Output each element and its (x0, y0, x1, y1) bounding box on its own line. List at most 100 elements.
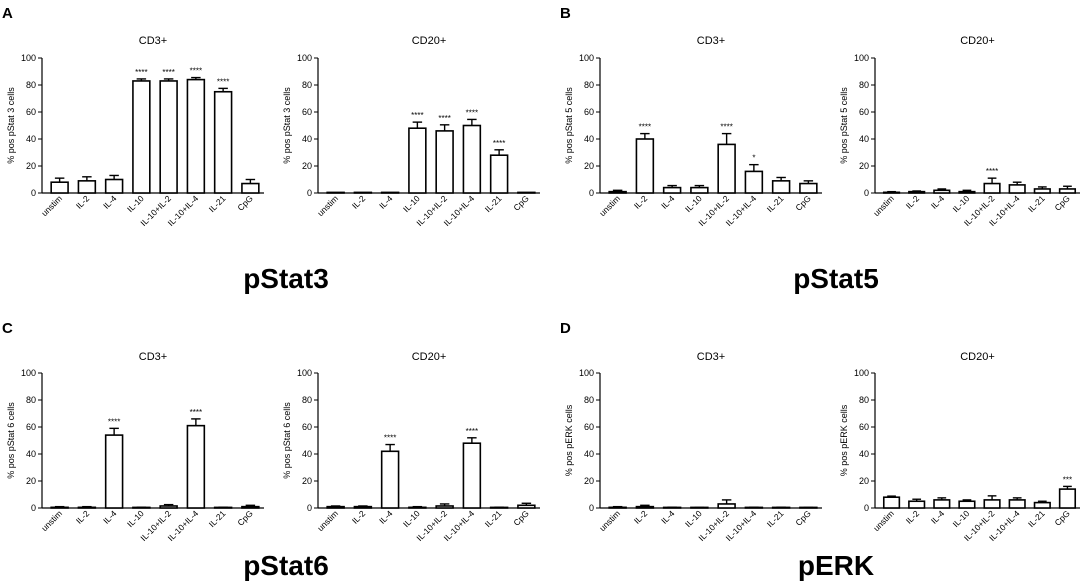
y-tick-label: 80 (302, 80, 312, 90)
significance-marker: **** (438, 114, 450, 123)
x-tick-label: unstim (39, 193, 64, 218)
x-tick-label: CpG (793, 508, 812, 527)
y-tick-label: 80 (302, 395, 312, 405)
y-tick-label: 100 (21, 53, 36, 63)
significance-marker: **** (639, 123, 651, 132)
y-axis-label: % pos pStat 5 cells (564, 87, 574, 164)
y-tick-label: 40 (859, 134, 869, 144)
y-tick-label: 0 (589, 188, 594, 198)
chart-d-cd20: 0 20 40 60 80 100 % pos pERK cells CD20+ unstim I… (839, 351, 1080, 543)
bar-il-10 (690, 186, 709, 194)
y-tick-label: 0 (307, 503, 312, 513)
x-tick-label: IL-21 (483, 508, 504, 529)
bar-il-10+il-2 (159, 505, 178, 509)
bar-cpg (517, 504, 536, 509)
x-tick-label: IL-2 (632, 508, 650, 526)
bar-unstim (50, 181, 69, 194)
y-tick-label: 60 (584, 422, 594, 432)
x-tick-label: IL-10 (951, 193, 972, 214)
bar-il-2 (353, 191, 373, 194)
bar-il-10 (408, 127, 427, 194)
y-tick-label: 60 (26, 422, 36, 432)
x-tick-label: IL-21 (1026, 508, 1047, 529)
chart-title: CD20+ (960, 35, 995, 47)
bar-unstim (326, 505, 345, 509)
x-tick-label: IL-4 (101, 508, 119, 526)
bar-il-21 (489, 154, 509, 194)
bar-unstim (608, 190, 627, 194)
bar-il-2 (77, 506, 97, 509)
bar-il-2 (635, 138, 655, 194)
significance-marker: **** (190, 408, 202, 417)
bar-il-10+il-2 (435, 130, 454, 194)
x-tick-label: IL-2 (632, 193, 650, 211)
bar-il-21 (771, 180, 791, 194)
bar-il-10+il-2 (983, 182, 1001, 194)
y-tick-label: 20 (584, 476, 594, 486)
y-tick-label: 100 (297, 53, 312, 63)
bar-unstim (608, 506, 627, 509)
x-tick-label: IL-21 (765, 193, 786, 214)
bar-il-4 (104, 178, 124, 194)
y-tick-label: 40 (26, 134, 36, 144)
bar-il-10 (408, 506, 427, 509)
panel-title-pstat5: pStat5 (793, 263, 879, 294)
bar-il-10+il-4 (1008, 184, 1026, 194)
x-tick-label: IL-4 (377, 508, 395, 526)
y-tick-label: 100 (579, 53, 594, 63)
y-axis-label: % pos pStat 6 cells (6, 402, 16, 479)
bar-il-10+il-2 (435, 505, 454, 509)
x-tick-label: IL-21 (483, 193, 504, 214)
panel-label-a: A (2, 5, 13, 22)
y-tick-label: 80 (859, 395, 869, 405)
y-axis-label: % pos pStat 6 cells (282, 402, 292, 479)
significance-marker: **** (986, 167, 998, 176)
x-tick-label: CpG (793, 193, 812, 212)
y-axis-label: % pos pERK cells (839, 404, 849, 476)
x-tick-label: IL-10 (683, 508, 704, 529)
y-tick-label: 20 (859, 161, 869, 171)
y-tick-label: 0 (864, 188, 869, 198)
chart-c-cd20: 0 20 40 60 80 100 % pos pStat 6 cells CD20+ unst… (282, 351, 540, 543)
y-tick-label: 40 (302, 134, 312, 144)
chart-title: CD3+ (139, 351, 167, 363)
y-axis-label: % pos pStat 5 cells (839, 87, 849, 164)
bar-il-4 (933, 189, 951, 194)
y-tick-label: 80 (26, 80, 36, 90)
y-tick-label: 60 (584, 107, 594, 117)
bar-il-10 (132, 80, 151, 194)
chart-title: CD20+ (412, 35, 447, 47)
y-tick-label: 40 (859, 449, 869, 459)
x-tick-label: CpG (1052, 508, 1071, 527)
bar-unstim (882, 496, 901, 509)
bar-il-10+il-2 (717, 503, 736, 509)
x-tick-label: unstim (597, 193, 622, 218)
significance-marker: **** (190, 67, 202, 76)
x-tick-label: IL-21 (765, 508, 786, 529)
x-tick-label: IL-2 (74, 508, 92, 526)
x-tick-label: unstim (871, 508, 896, 533)
y-tick-label: 60 (859, 422, 869, 432)
bar-il-4 (933, 499, 951, 509)
y-axis-label: % pos pStat 3 cells (282, 87, 292, 164)
bar-unstim (882, 191, 901, 194)
y-tick-label: 60 (859, 107, 869, 117)
bar-il-10+il-2 (159, 80, 178, 194)
x-tick-label: IL-21 (207, 508, 228, 529)
x-tick-label: IL-2 (74, 193, 92, 211)
bar-cpg (1058, 188, 1077, 194)
x-tick-label: IL-2 (904, 508, 922, 526)
significance-marker: **** (493, 139, 505, 148)
significance-marker: **** (466, 108, 478, 117)
chart-title: CD3+ (697, 35, 725, 47)
y-tick-label: 60 (302, 107, 312, 117)
x-tick-label: IL-4 (377, 193, 395, 211)
significance-marker: **** (108, 417, 120, 426)
x-tick-label: IL-21 (1026, 193, 1047, 214)
y-tick-label: 0 (307, 188, 312, 198)
x-tick-label: IL-2 (904, 193, 922, 211)
bar-cpg (241, 505, 260, 509)
x-tick-label: IL-10 (401, 193, 422, 214)
significance-marker: **** (217, 77, 229, 86)
